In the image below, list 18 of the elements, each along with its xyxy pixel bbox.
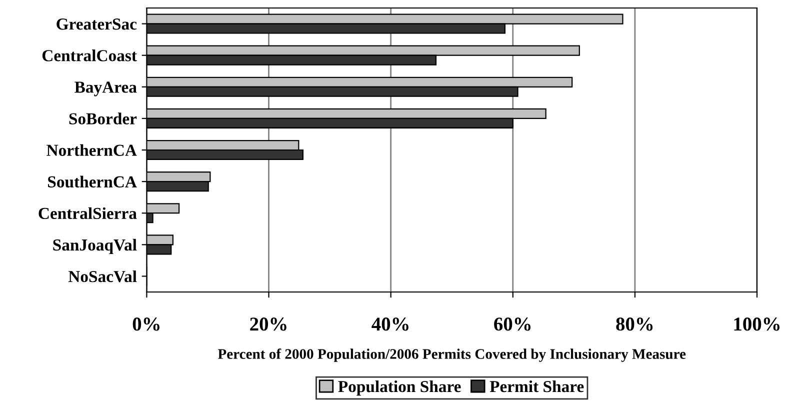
y-tick-label: SanJoaqVal bbox=[53, 238, 137, 254]
x-tick-label: 0% bbox=[132, 318, 160, 331]
y-tick-label: SoBorder bbox=[69, 112, 137, 124]
y-tick-label: BayArea bbox=[74, 82, 137, 96]
x-tick-label: 20% bbox=[250, 318, 286, 331]
y-tick-label: CentralSierra bbox=[38, 207, 137, 220]
legend-label: Population Share bbox=[338, 380, 461, 396]
x-tick-label: 40% bbox=[372, 318, 408, 331]
y-tick-label: CentralCoast bbox=[42, 50, 137, 62]
y-tick-label: NoSacVal bbox=[68, 270, 137, 282]
x-axis-title: Percent of 2000 Population/2006 Permits Covered by Inclusionary Measure bbox=[218, 348, 686, 362]
y-tick-label: NorthernCA bbox=[46, 144, 137, 156]
y-tick-label: SouthernCA bbox=[48, 176, 137, 188]
legend-label: Permit Share bbox=[490, 380, 584, 392]
x-tick-label: 100% bbox=[734, 318, 780, 331]
x-tick-label: 60% bbox=[494, 318, 530, 331]
y-tick-label: GreaterSac bbox=[56, 18, 137, 30]
x-tick-label: 80% bbox=[616, 318, 653, 331]
